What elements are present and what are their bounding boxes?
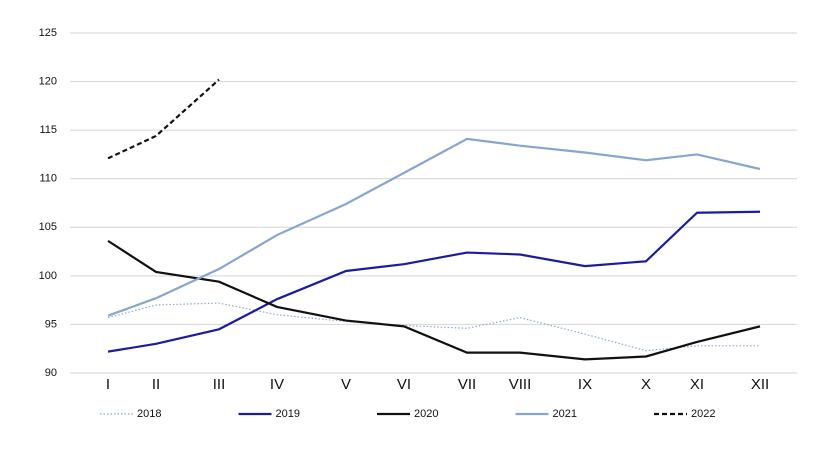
x-tick-label: III bbox=[213, 376, 226, 393]
x-tick-label: X bbox=[641, 376, 651, 393]
x-tick-label: VIII bbox=[509, 376, 532, 393]
y-tick-label: 120 bbox=[39, 75, 57, 87]
y-tick-label: 100 bbox=[39, 270, 57, 282]
legend-label: 2020 bbox=[414, 408, 438, 420]
x-tick-label: IV bbox=[270, 376, 284, 393]
x-tick-label: II bbox=[152, 376, 160, 393]
x-tick-label: VII bbox=[458, 376, 476, 393]
series-line bbox=[107, 78, 220, 160]
series-line bbox=[107, 210, 761, 353]
legend-label: 2019 bbox=[276, 408, 300, 420]
x-tick-label: I bbox=[106, 376, 110, 393]
x-tick-label: XI bbox=[690, 376, 704, 393]
y-tick-label: 125 bbox=[39, 27, 57, 39]
legend-label: 2018 bbox=[137, 408, 161, 420]
series-line bbox=[107, 239, 761, 361]
x-tick-label: V bbox=[341, 376, 351, 393]
y-tick-label: 110 bbox=[39, 173, 57, 185]
series-line bbox=[107, 302, 760, 352]
x-tick-label: VI bbox=[397, 376, 411, 393]
y-tick-label: 90 bbox=[45, 367, 57, 379]
x-tick-label: IX bbox=[578, 376, 592, 393]
x-tick-label: XII bbox=[751, 376, 769, 393]
series-line bbox=[107, 137, 761, 317]
legend-label: 2022 bbox=[691, 408, 715, 420]
y-tick-label: 115 bbox=[39, 124, 57, 136]
legend-label: 2021 bbox=[553, 408, 577, 420]
y-tick-label: 95 bbox=[45, 318, 57, 330]
y-tick-label: 105 bbox=[39, 221, 57, 233]
